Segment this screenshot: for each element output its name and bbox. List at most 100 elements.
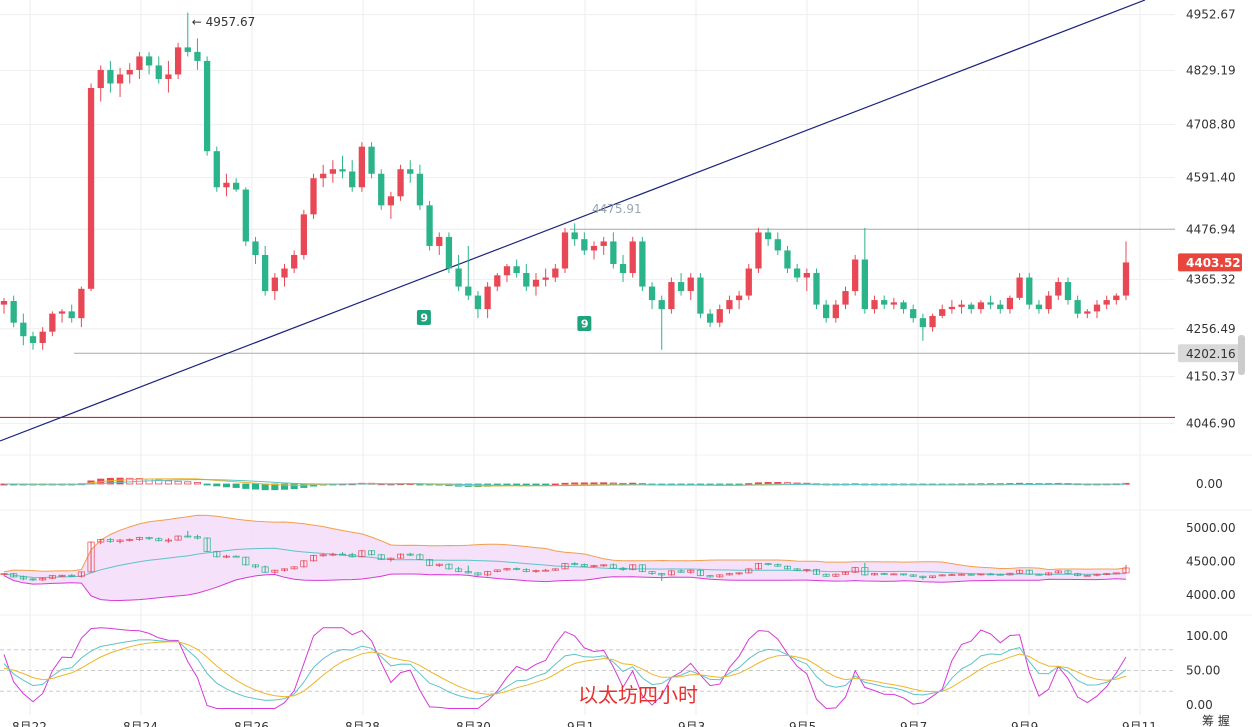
candle-body [320, 173, 327, 179]
candle-body [378, 173, 385, 206]
candle-body [513, 266, 520, 274]
kdj-panel [0, 627, 1175, 710]
boll-candle-body [251, 564, 259, 568]
candle-body [252, 241, 259, 255]
boll-candle-body [938, 574, 946, 577]
boll-candle-body [735, 572, 743, 575]
candle-body [687, 277, 694, 292]
price-tick-label: 4476.94 [1186, 222, 1236, 236]
pattern-badge-label: 9 [581, 318, 589, 331]
boll-candle-body [1045, 572, 1053, 576]
watermark-label: 以太坊四小时 [578, 683, 698, 707]
candle-body [20, 322, 27, 337]
candle-body [803, 273, 810, 278]
candle-body [1113, 295, 1120, 301]
price-tick-label: 4365.32 [1186, 273, 1236, 287]
boll-candle-body [677, 570, 685, 573]
boll-candle-body [319, 554, 327, 557]
candle-body [300, 214, 307, 255]
boll-candle-body [609, 564, 617, 569]
macd-histogram-bar [754, 482, 762, 485]
candle-body [977, 302, 985, 310]
boll-candle-body [445, 563, 453, 570]
candle-body [445, 236, 453, 269]
boll-candle-body [871, 573, 879, 576]
boll-candle-body [126, 539, 134, 541]
boll-candle-body [1054, 570, 1062, 574]
boll-candle-body [832, 573, 840, 577]
candle-body [329, 169, 337, 174]
boll-candle-body [329, 553, 337, 556]
macd-histogram-bar [193, 482, 201, 485]
boll-candle-body [0, 573, 8, 576]
candle-body [561, 232, 569, 269]
boll-candle-body [619, 567, 627, 570]
candle-body [881, 300, 888, 305]
candle-body [97, 69, 104, 88]
high-marker-label: ← 4957.67 [192, 15, 256, 29]
candle-body [1074, 300, 1081, 314]
boll-candle-body [561, 563, 569, 570]
level-label-mid: 4475.91 [592, 202, 642, 216]
macd-histogram-bar [551, 483, 559, 486]
candle-body [852, 259, 859, 292]
boll-candle-body [880, 573, 888, 575]
candle-body [203, 60, 211, 152]
boll-candle-body [368, 550, 376, 556]
boll-candle-body [339, 553, 347, 556]
boll-candle-body [919, 575, 927, 578]
macd-histogram-bar [580, 482, 588, 485]
boll-candle-body [861, 567, 869, 576]
candle-layer [0, 12, 1130, 350]
boll-candle-body [19, 576, 27, 580]
price-tick-label: 4046.90 [1186, 416, 1236, 430]
macd-histogram-bar [184, 481, 192, 485]
macd-histogram-bar [280, 483, 289, 490]
macd-histogram-bar [242, 483, 250, 489]
boll-candle-body [261, 566, 269, 573]
macd-histogram-bar [590, 482, 598, 485]
boll-candle-body [851, 567, 859, 573]
boll-tick-label: 5000.00 [1186, 521, 1236, 535]
price-tick-label: 4150.37 [1186, 370, 1236, 384]
boll-candle-body [909, 574, 917, 577]
boll-band-fill [4, 515, 1126, 601]
macd-histogram-bar [609, 482, 617, 485]
candle-body [1006, 297, 1014, 310]
candle-body [861, 259, 868, 310]
macd-histogram-bar [174, 480, 182, 485]
price-tick-label: 4591.40 [1186, 171, 1236, 185]
macd-panel [0, 477, 1130, 491]
boll-candle-body [68, 574, 76, 577]
boll-candle-body [706, 575, 714, 578]
boll-candle-body [406, 553, 414, 556]
candle-body [416, 173, 424, 206]
candle-body [697, 277, 704, 314]
boll-candle-body [145, 537, 153, 540]
macd-histogram-bar [571, 482, 579, 485]
candle-body [542, 277, 549, 280]
boll-candle-body [493, 569, 501, 572]
candle-body [842, 291, 849, 305]
macd-histogram-bar [164, 480, 172, 485]
x-tick-label: 8月30 [456, 720, 491, 727]
kdj-tick-label: 0.00 [1186, 698, 1213, 712]
x-tick-label: 8月24 [123, 720, 158, 727]
candle-body [116, 74, 124, 84]
candle-body [107, 69, 114, 84]
x-tick-label: 9月7 [900, 720, 927, 727]
boll-candle-body [774, 564, 782, 567]
candle-body [706, 313, 714, 323]
boll-candle-body [600, 564, 608, 567]
candle-body [349, 171, 356, 188]
x-tick-label: 9月11 [1122, 720, 1157, 727]
candle-body [68, 311, 75, 319]
candle-body [735, 295, 743, 301]
boll-candle-body [397, 553, 405, 559]
boll-candle-body [842, 571, 849, 575]
candle-body [397, 169, 404, 197]
candle-body [793, 268, 801, 278]
